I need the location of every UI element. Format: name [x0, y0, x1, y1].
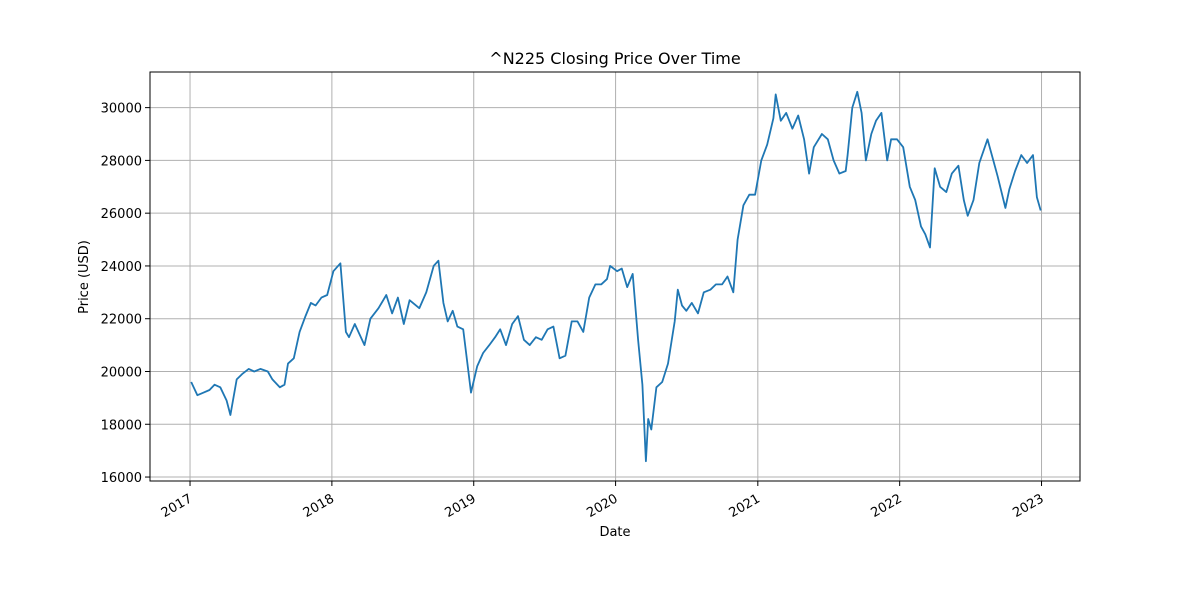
y-tick-label: 20000	[101, 365, 142, 380]
chart-title: ^N225 Closing Price Over Time	[489, 49, 740, 68]
y-tick-label: 30000	[101, 102, 142, 117]
y-axis: 16000 18000 20000 22000 24000 26000 28000 30000	[101, 102, 150, 486]
y-tick-label: 26000	[101, 207, 142, 222]
y-tick-label: 28000	[101, 154, 142, 169]
y-tick-label: 16000	[101, 471, 142, 486]
y-tick-label: 18000	[101, 418, 142, 433]
y-tick-label: 24000	[101, 260, 142, 275]
series-line	[190, 90, 1042, 463]
y-axis-label: Price (USD)	[77, 240, 92, 314]
y-tick-label: 22000	[101, 313, 142, 328]
x-axis-label: Date	[599, 525, 630, 540]
plot-frame	[149, 71, 1081, 482]
